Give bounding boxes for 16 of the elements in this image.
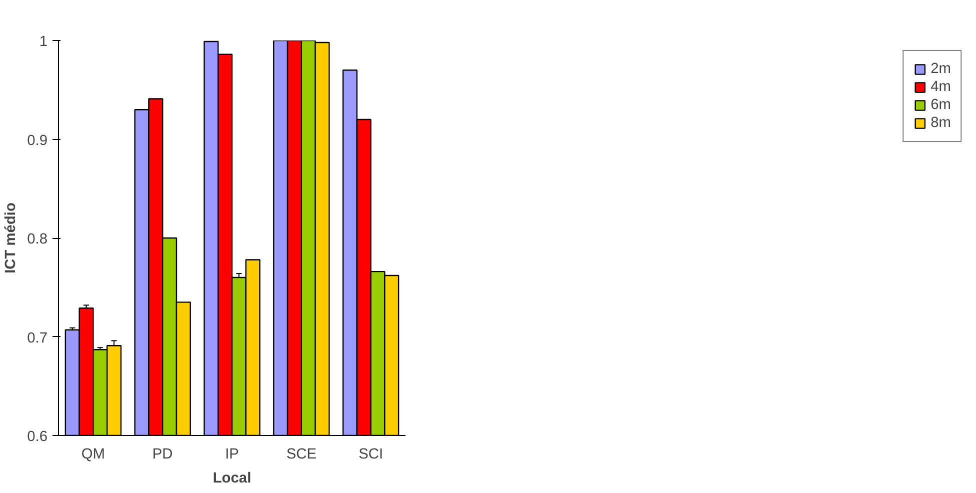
y-tick-label: 0.9 xyxy=(27,132,48,149)
y-axis-title: ICT médio xyxy=(3,202,20,274)
x-tick-label: PD xyxy=(152,446,173,462)
x-tick-label: SCE xyxy=(286,446,317,462)
x-tick-label: SCI xyxy=(358,446,384,462)
legend-label: 6m xyxy=(930,97,951,113)
legend-label: 2m xyxy=(930,61,951,77)
x-axis-title: Local xyxy=(212,470,252,486)
x-tick-label: QM xyxy=(81,446,106,462)
y-tick-label: 0.7 xyxy=(27,330,48,346)
legend-label: 4m xyxy=(930,79,951,95)
y-tick-label: 1 xyxy=(39,34,48,50)
y-tick-label: 0.8 xyxy=(27,232,48,248)
y-tick-label: 0.6 xyxy=(27,429,48,445)
x-tick-label: IP xyxy=(225,446,239,462)
legend-label: 8m xyxy=(930,115,951,131)
